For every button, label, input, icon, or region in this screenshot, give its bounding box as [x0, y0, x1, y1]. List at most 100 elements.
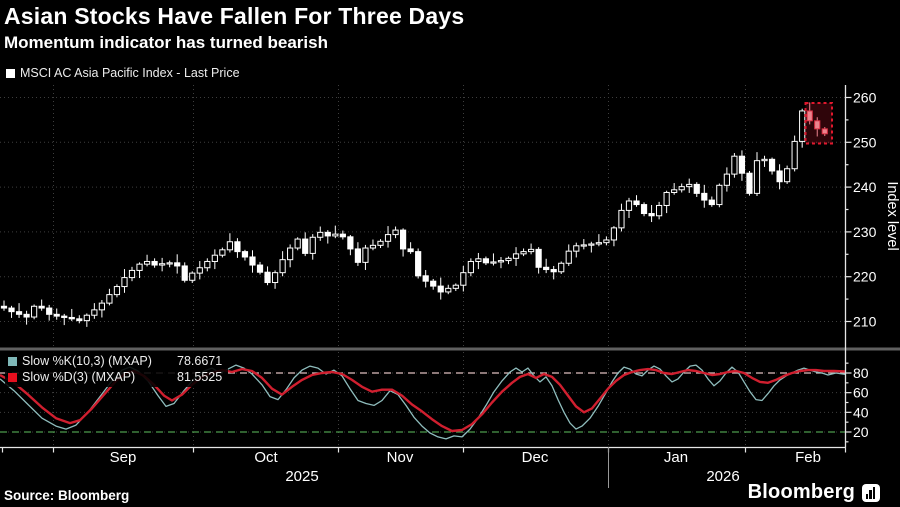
candle-body — [693, 183, 700, 194]
slow-d-value: 81.5525 — [177, 370, 223, 384]
candle-body — [287, 247, 294, 261]
candle-body — [204, 260, 211, 269]
candle-body — [460, 272, 467, 286]
candle-body — [686, 183, 693, 188]
candle-body — [76, 318, 83, 322]
month-label: Oct — [254, 449, 278, 466]
candle-body — [249, 256, 256, 266]
candle-body — [497, 260, 505, 263]
candle-body — [98, 302, 105, 311]
candle-body — [445, 287, 452, 293]
candle-body — [768, 158, 776, 172]
candle-body — [723, 173, 730, 186]
candle-body — [279, 259, 286, 274]
falling-candle — [806, 110, 813, 122]
stoch-tick-label: 20 — [853, 424, 869, 440]
candle-body — [369, 244, 377, 249]
stoch-tick-label: 60 — [853, 385, 869, 401]
price-tick-label: 220 — [853, 269, 877, 285]
candle-body — [399, 229, 407, 250]
candle-body — [573, 245, 580, 252]
candle-body — [671, 189, 678, 193]
candle-body — [701, 192, 708, 201]
candle-body — [347, 236, 354, 250]
candle-body — [731, 155, 738, 175]
candle-body — [151, 260, 158, 266]
candle-body — [708, 199, 715, 206]
candle-body — [467, 260, 474, 274]
candle-body — [219, 249, 226, 256]
candle-body — [294, 238, 301, 249]
candle-body — [535, 248, 542, 268]
slow-d-swatch — [8, 372, 17, 382]
chart-subtitle: Momentum indicator has turned bearish — [4, 32, 328, 52]
candle-body — [211, 254, 218, 262]
month-label: Sep — [110, 449, 137, 466]
stochastic-legend: Slow %K(10,3) (MXAP) 78.6671 Slow %D(3) … — [5, 352, 229, 387]
candle-body — [309, 236, 316, 254]
price-tick-label: 260 — [853, 90, 877, 106]
candle-body — [618, 209, 625, 229]
candle-body — [83, 314, 90, 322]
candle-body — [46, 307, 53, 315]
candle-body — [452, 284, 459, 289]
candle-body — [528, 248, 535, 253]
candle-body — [475, 258, 482, 262]
slow-k-value: 78.6671 — [177, 354, 223, 368]
candle-body — [196, 267, 203, 274]
candle-body — [761, 158, 768, 162]
candle-body — [68, 316, 75, 320]
slow-k-label: Slow %K(10,3) (MXAP) — [22, 354, 152, 368]
candle-body — [520, 251, 527, 255]
candle-body — [226, 241, 234, 251]
candle-body — [716, 184, 723, 206]
candle-body — [678, 186, 685, 191]
candle-body — [91, 309, 98, 316]
price-tick-label: 210 — [853, 314, 877, 330]
source-note: Source: Bloomberg — [4, 488, 130, 503]
bloomberg-wordmark: Bloomberg — [747, 481, 855, 503]
slow-d-line — [0, 367, 846, 433]
candle-body — [415, 251, 422, 277]
candle-body — [603, 239, 610, 244]
candle-body — [437, 285, 444, 293]
candle-body — [482, 258, 490, 264]
candle-body — [241, 251, 249, 258]
falling-days-highlight-box — [804, 102, 833, 145]
candle-body — [271, 272, 279, 284]
price-series-label: MSCI AC Asia Pacific Index - Last Price — [20, 66, 240, 80]
candle-body — [317, 231, 324, 238]
candle-body — [128, 269, 136, 279]
price-tick-label: 230 — [853, 224, 877, 240]
candle-body — [610, 227, 618, 241]
candle-body — [407, 248, 414, 253]
candle-body — [392, 229, 399, 236]
candle-body — [0, 305, 8, 309]
candle-body — [543, 266, 550, 271]
candle-body — [15, 311, 23, 315]
candle-body — [640, 204, 648, 215]
candle-body — [256, 264, 264, 273]
candle-body — [625, 200, 633, 211]
price-axis-title: Index level — [884, 181, 900, 250]
candle-body — [53, 313, 60, 317]
candle-body — [422, 275, 429, 282]
chart-header: Asian Stocks Have Fallen For Three Days … — [4, 2, 464, 53]
candle-body — [595, 242, 602, 245]
month-label: Dec — [522, 449, 549, 466]
price-series-swatch — [6, 68, 15, 78]
candle-body — [663, 191, 670, 206]
candle-body — [633, 200, 640, 206]
month-label: Jan — [664, 449, 688, 466]
candle-body — [384, 234, 392, 242]
month-label: Feb — [795, 449, 821, 466]
candle-body — [505, 257, 512, 262]
candle-body — [339, 233, 346, 238]
candle-body — [113, 286, 121, 296]
stoch-tick-label: 40 — [853, 404, 869, 420]
candle-body — [565, 250, 572, 264]
candle-body — [377, 240, 384, 246]
candle-body — [121, 277, 128, 288]
price-tick-label: 240 — [853, 179, 877, 195]
